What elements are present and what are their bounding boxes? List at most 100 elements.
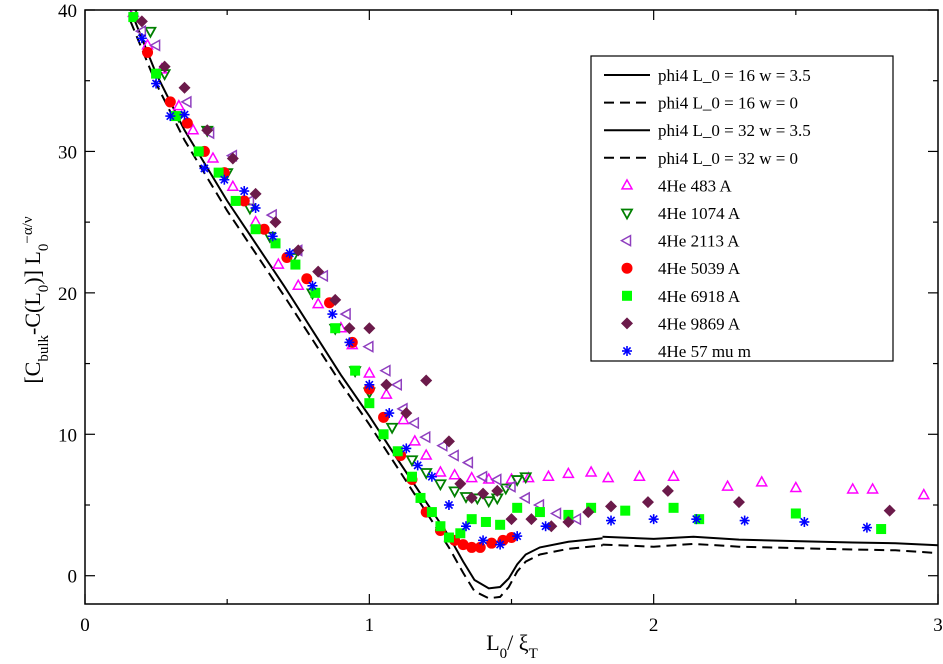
data-point	[519, 472, 533, 485]
data-point	[465, 471, 478, 483]
data-point	[606, 515, 617, 526]
data-point	[135, 15, 148, 28]
data-point	[482, 496, 496, 509]
data-point	[327, 309, 338, 320]
data-point	[549, 507, 562, 520]
data-point	[128, 12, 139, 23]
data-point	[170, 111, 181, 122]
data-point	[486, 537, 498, 549]
data-point	[378, 429, 389, 440]
data-point	[569, 512, 582, 526]
data-point	[400, 407, 413, 420]
data-point	[292, 244, 305, 257]
data-point	[582, 506, 595, 519]
legend-label: 4He 483 A	[658, 176, 732, 195]
data-point	[442, 435, 455, 448]
y-tick-label: 10	[58, 425, 77, 446]
data-point	[142, 46, 154, 58]
data-point	[363, 366, 376, 378]
data-point	[641, 496, 654, 509]
data-point	[605, 500, 618, 513]
y-tick-label: 30	[58, 142, 77, 163]
data-point	[213, 167, 224, 178]
data-point	[258, 223, 270, 235]
data-point	[876, 524, 887, 535]
data-point	[267, 231, 278, 242]
data-point	[291, 278, 305, 291]
data-point	[534, 507, 545, 518]
data-point	[917, 488, 931, 500]
data-point	[151, 78, 162, 89]
data-point	[397, 413, 410, 425]
data-point	[179, 109, 190, 120]
data-point	[499, 483, 513, 496]
x-axis-label: L0/ ξT	[486, 630, 538, 662]
data-point	[846, 482, 859, 494]
data-point	[201, 124, 214, 137]
data-point	[272, 257, 285, 269]
data-point	[525, 513, 538, 526]
data-point	[230, 195, 241, 206]
data-point	[151, 68, 162, 79]
data-point	[790, 508, 801, 519]
data-point	[301, 273, 313, 285]
data-point	[330, 323, 341, 334]
legend-label: 4He 2113 A	[658, 232, 740, 251]
data-point	[419, 448, 433, 460]
data-point	[226, 179, 240, 192]
legend-label: phi4 L_0 = 16 w = 3.5	[658, 66, 811, 85]
legend-label: phi4 L_0 = 32 w = 3.5	[658, 121, 811, 140]
data-point	[691, 514, 702, 525]
data-point	[732, 496, 745, 509]
data-point	[226, 152, 239, 165]
legend-marker-swatch	[620, 208, 634, 221]
data-point	[648, 514, 659, 525]
data-point	[339, 307, 351, 321]
legend-label: 4He 1074 A	[658, 204, 741, 223]
data-point	[461, 521, 472, 532]
data-point	[755, 475, 768, 487]
data-point	[250, 203, 261, 213]
data-point	[542, 469, 555, 481]
data-point	[454, 477, 467, 490]
data-point	[149, 39, 161, 52]
data-point	[344, 337, 355, 348]
data-point	[433, 479, 447, 492]
data-point	[510, 475, 524, 487]
data-point	[443, 500, 454, 510]
data-point	[505, 513, 518, 526]
data-point	[866, 482, 879, 494]
data-point	[883, 504, 896, 517]
data-point	[495, 539, 506, 550]
data-point	[419, 430, 431, 444]
data-point	[311, 297, 325, 309]
legend-label: 4He 5039 A	[658, 259, 741, 278]
data-point	[789, 480, 803, 493]
legend: phi4 L_0 = 16 w = 3.5 phi4 L_0 = 16 w = 0…	[590, 55, 894, 362]
data-point	[465, 491, 478, 504]
data-point	[284, 248, 295, 259]
x-tick-label: 1	[365, 615, 375, 636]
data-point	[601, 471, 615, 483]
data-point	[407, 416, 420, 430]
data-point	[668, 502, 679, 513]
data-point	[799, 516, 810, 527]
data-point	[401, 443, 412, 454]
data-point	[447, 449, 459, 462]
data-point	[380, 378, 393, 391]
data-point	[522, 471, 535, 483]
data-point	[490, 473, 502, 486]
data-point	[312, 265, 325, 278]
data-point	[563, 509, 574, 520]
data-point	[480, 516, 491, 527]
curve-1	[129, 10, 603, 590]
data-point	[495, 519, 506, 530]
data-point	[540, 521, 551, 532]
curve-2	[129, 20, 603, 600]
legend-box	[590, 55, 894, 362]
data-point	[426, 507, 437, 518]
data-point	[219, 174, 230, 185]
data-point	[250, 224, 261, 235]
